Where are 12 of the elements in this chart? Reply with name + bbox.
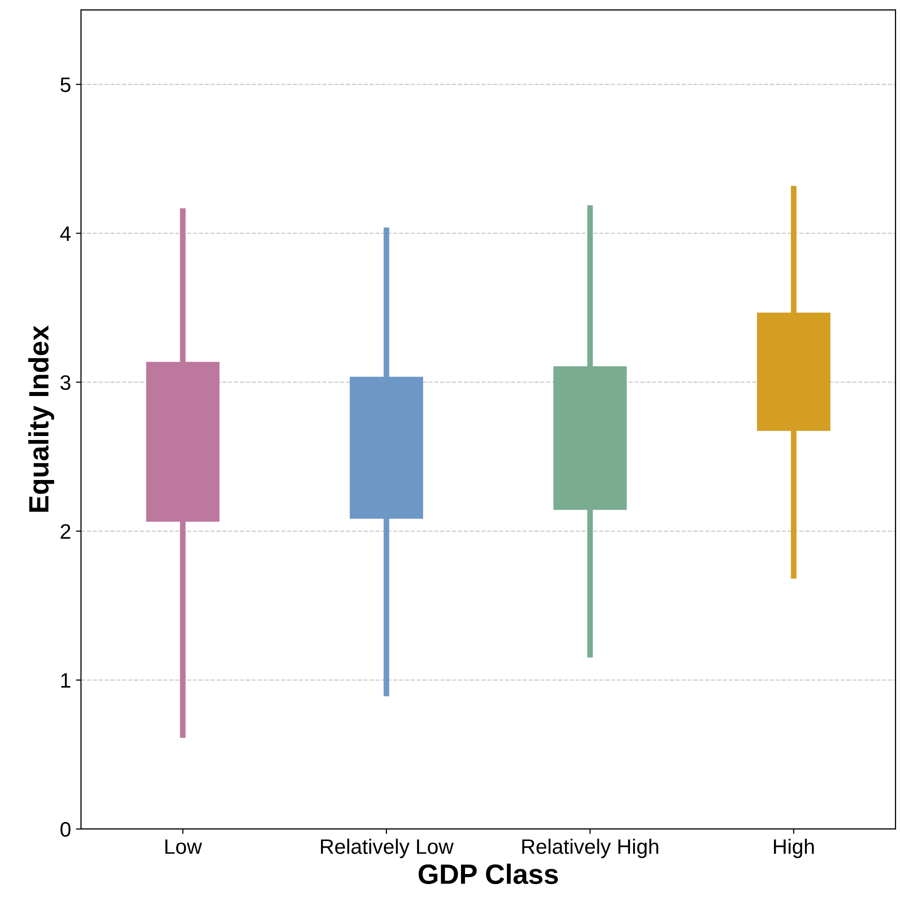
x-tick-label: High — [774, 838, 814, 858]
y-tick-label: 3 — [60, 375, 70, 390]
x-tick-label: Relatively Low — [320, 838, 454, 858]
x-axis-title: GDP Class — [418, 864, 558, 884]
y-axis-title: Equality Index — [28, 325, 54, 512]
y-tick-label: 0 — [60, 822, 70, 837]
y-tick-label: 4 — [60, 226, 71, 241]
x-tick-label: Relatively High — [522, 838, 658, 858]
y-tick-label: 5 — [60, 78, 70, 92]
y-tick-label: 2 — [60, 524, 70, 539]
y-tick-label: 1 — [61, 673, 70, 688]
x-tick-label: Low — [165, 839, 202, 854]
